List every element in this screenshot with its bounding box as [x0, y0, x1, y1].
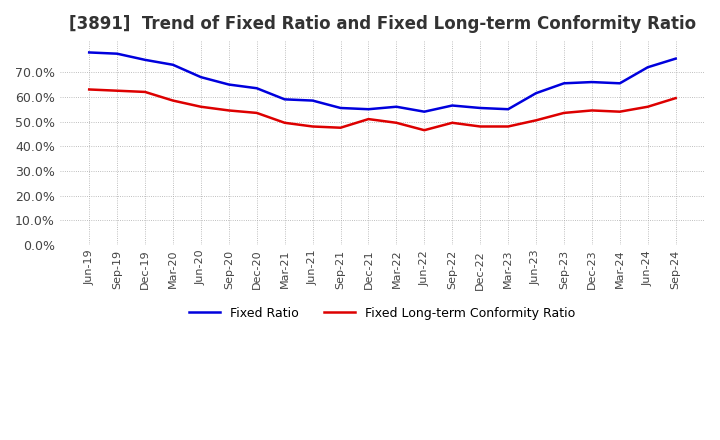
Fixed Ratio: [448, 103, 456, 108]
Fixed Long-term Conformity Ratio: [113, 88, 122, 93]
Fixed Long-term Conformity Ratio: [671, 95, 680, 101]
Fixed Ratio: [253, 86, 261, 91]
Fixed Long-term Conformity Ratio: [448, 120, 456, 125]
Fixed Ratio: [280, 97, 289, 102]
Fixed Ratio: [559, 81, 568, 86]
Fixed Ratio: [364, 106, 373, 112]
Fixed Ratio: [644, 65, 652, 70]
Fixed Ratio: [588, 80, 596, 85]
Fixed Long-term Conformity Ratio: [280, 120, 289, 125]
Fixed Ratio: [225, 82, 233, 87]
Fixed Long-term Conformity Ratio: [559, 110, 568, 116]
Fixed Long-term Conformity Ratio: [588, 108, 596, 113]
Fixed Long-term Conformity Ratio: [531, 117, 540, 123]
Fixed Ratio: [531, 91, 540, 96]
Fixed Ratio: [616, 81, 624, 86]
Line: Fixed Ratio: Fixed Ratio: [89, 52, 675, 112]
Fixed Ratio: [308, 98, 317, 103]
Fixed Long-term Conformity Ratio: [476, 124, 485, 129]
Fixed Ratio: [85, 50, 94, 55]
Fixed Long-term Conformity Ratio: [85, 87, 94, 92]
Fixed Long-term Conformity Ratio: [225, 108, 233, 113]
Title: [3891]  Trend of Fixed Ratio and Fixed Long-term Conformity Ratio: [3891] Trend of Fixed Ratio and Fixed Lo…: [69, 15, 696, 33]
Fixed Long-term Conformity Ratio: [168, 98, 177, 103]
Fixed Ratio: [168, 62, 177, 67]
Fixed Long-term Conformity Ratio: [336, 125, 345, 130]
Fixed Ratio: [504, 106, 513, 112]
Fixed Long-term Conformity Ratio: [616, 109, 624, 114]
Fixed Long-term Conformity Ratio: [504, 124, 513, 129]
Fixed Long-term Conformity Ratio: [253, 110, 261, 116]
Fixed Long-term Conformity Ratio: [140, 89, 149, 95]
Fixed Ratio: [476, 105, 485, 110]
Fixed Ratio: [140, 57, 149, 62]
Fixed Long-term Conformity Ratio: [420, 128, 428, 133]
Fixed Ratio: [336, 105, 345, 110]
Fixed Ratio: [420, 109, 428, 114]
Fixed Long-term Conformity Ratio: [364, 117, 373, 122]
Fixed Ratio: [113, 51, 122, 56]
Fixed Ratio: [671, 56, 680, 61]
Line: Fixed Long-term Conformity Ratio: Fixed Long-term Conformity Ratio: [89, 89, 675, 130]
Legend: Fixed Ratio, Fixed Long-term Conformity Ratio: Fixed Ratio, Fixed Long-term Conformity …: [184, 302, 581, 325]
Fixed Long-term Conformity Ratio: [197, 104, 205, 110]
Fixed Long-term Conformity Ratio: [392, 120, 401, 125]
Fixed Ratio: [392, 104, 401, 110]
Fixed Long-term Conformity Ratio: [644, 104, 652, 110]
Fixed Long-term Conformity Ratio: [308, 124, 317, 129]
Fixed Ratio: [197, 74, 205, 80]
